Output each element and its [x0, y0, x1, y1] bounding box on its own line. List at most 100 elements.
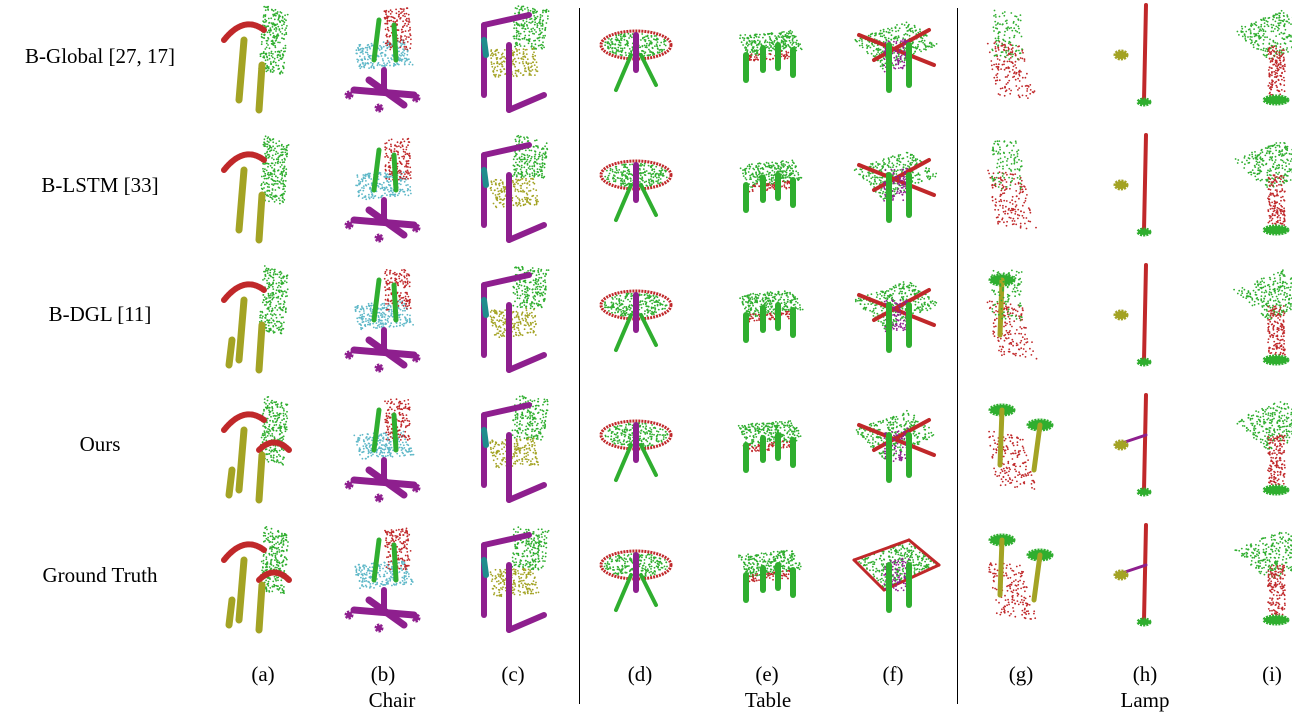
point	[539, 165, 542, 168]
point	[783, 170, 785, 172]
point	[1243, 34, 1246, 36]
point	[1278, 22, 1281, 24]
point	[1279, 46, 1282, 48]
point	[356, 184, 359, 187]
point	[751, 163, 753, 166]
point	[1241, 35, 1244, 38]
point	[994, 178, 997, 181]
point	[615, 49, 618, 51]
point	[752, 175, 755, 177]
point	[641, 45, 644, 48]
point	[268, 200, 270, 203]
point	[917, 31, 920, 34]
point	[645, 180, 648, 183]
point	[539, 155, 541, 158]
point	[284, 47, 287, 49]
point	[643, 162, 646, 165]
point	[1020, 186, 1022, 189]
point	[389, 184, 392, 187]
point	[403, 180, 406, 183]
point	[609, 44, 612, 46]
point	[272, 22, 275, 25]
point	[1250, 39, 1253, 42]
point	[1017, 25, 1020, 28]
point	[1011, 223, 1014, 226]
point	[389, 175, 392, 178]
point	[895, 165, 898, 168]
point	[621, 47, 624, 50]
point	[1003, 140, 1006, 143]
point	[403, 62, 406, 64]
point	[745, 43, 748, 45]
part-bar	[365, 206, 408, 239]
point	[896, 24, 898, 26]
point	[1015, 223, 1018, 226]
point	[517, 182, 519, 185]
point	[283, 174, 286, 177]
point	[768, 182, 770, 185]
point	[935, 43, 938, 45]
point	[394, 63, 397, 66]
point	[361, 62, 364, 64]
point	[270, 162, 273, 165]
point	[1269, 38, 1271, 41]
point	[504, 195, 507, 197]
point	[914, 174, 917, 177]
point	[773, 39, 776, 42]
point	[1265, 20, 1268, 22]
point	[281, 177, 283, 180]
point	[748, 43, 750, 46]
point	[1273, 70, 1276, 73]
point	[1013, 154, 1015, 156]
point	[776, 37, 778, 40]
point	[893, 56, 896, 59]
point	[515, 27, 518, 30]
point	[1001, 87, 1004, 89]
point	[281, 151, 284, 154]
point	[1017, 217, 1019, 220]
point	[894, 182, 896, 185]
point	[265, 42, 268, 45]
point	[1002, 39, 1005, 42]
point	[382, 59, 384, 62]
point	[534, 150, 536, 152]
point	[529, 159, 532, 162]
point	[357, 190, 360, 193]
point	[899, 161, 902, 163]
point	[535, 199, 537, 202]
point	[517, 5, 520, 7]
point	[1012, 208, 1015, 210]
point	[277, 160, 280, 163]
point	[1011, 69, 1014, 71]
part-bar	[391, 152, 399, 193]
point	[620, 184, 622, 187]
point	[525, 61, 528, 63]
point	[898, 59, 901, 62]
point	[540, 46, 543, 49]
point	[517, 24, 519, 27]
point	[385, 147, 388, 149]
point	[1015, 85, 1018, 87]
point	[403, 46, 406, 48]
point-cloud-svg	[854, 21, 938, 93]
point	[893, 52, 895, 54]
point	[996, 140, 999, 143]
point	[537, 44, 540, 47]
point	[389, 48, 392, 51]
point	[888, 158, 890, 161]
point	[1282, 14, 1285, 17]
point	[540, 43, 543, 46]
point	[534, 157, 536, 160]
point	[898, 27, 901, 30]
point	[269, 145, 272, 148]
point	[870, 52, 873, 55]
point	[1005, 50, 1007, 52]
point	[1005, 83, 1008, 85]
point	[390, 25, 392, 28]
point	[389, 46, 392, 49]
point	[1253, 35, 1256, 38]
point	[361, 49, 364, 52]
point	[511, 175, 514, 177]
point	[362, 53, 364, 55]
point	[646, 34, 649, 37]
